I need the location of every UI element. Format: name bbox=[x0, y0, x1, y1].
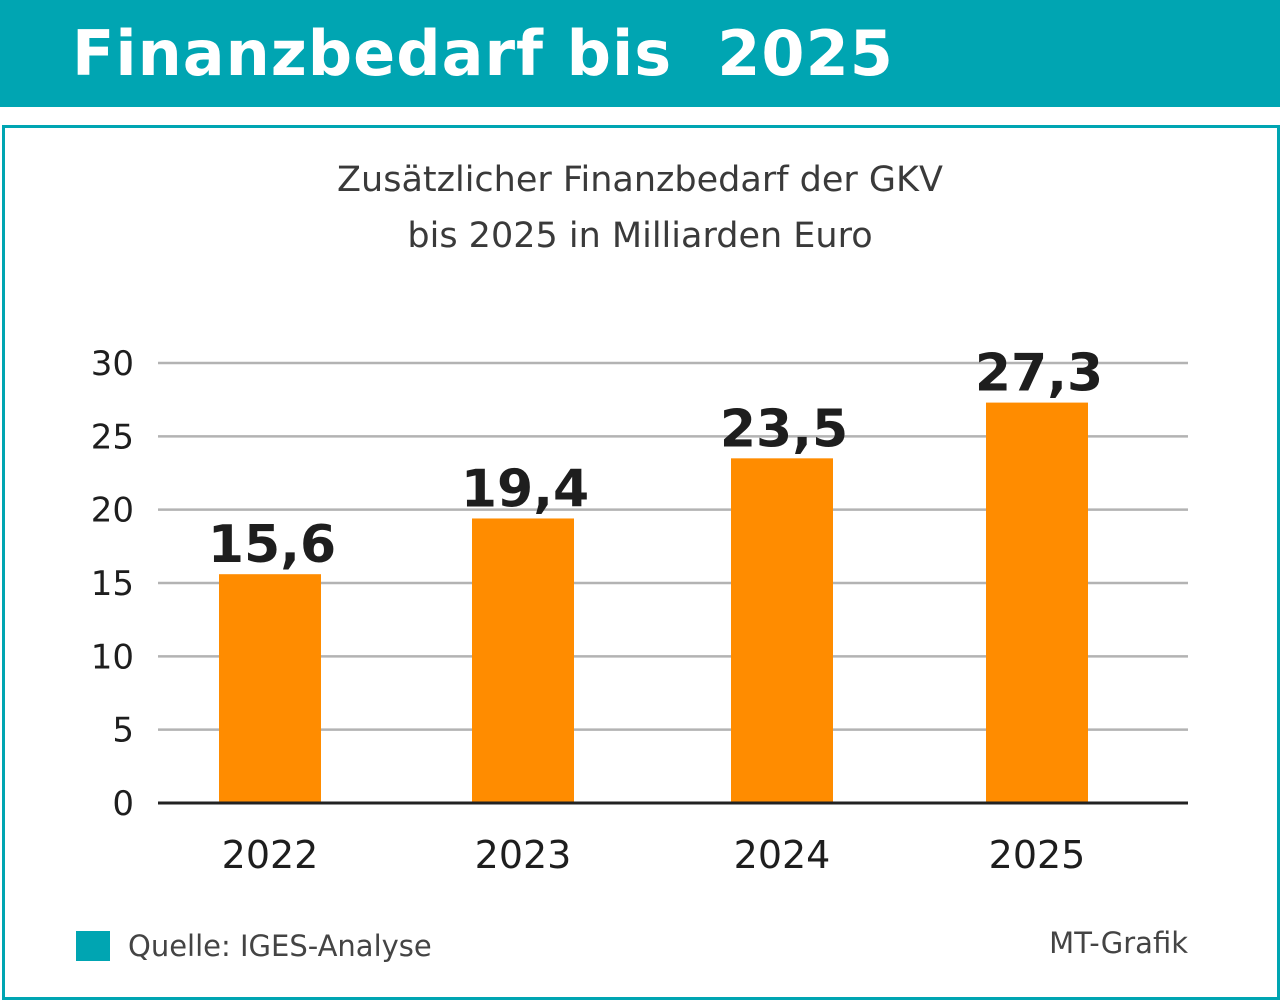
x-tick-label: 2023 bbox=[475, 833, 572, 877]
chart-heading: Zusätzlicher Finanzbedarf der GKV bis 20… bbox=[0, 152, 1280, 264]
credit-text: MT-Grafik bbox=[1049, 926, 1188, 960]
chart-subtitle: bis 2025 in Milliarden Euro bbox=[407, 216, 873, 256]
x-tick-label: 2025 bbox=[989, 833, 1086, 877]
header-bar: Finanzbedarf bis 2025 bbox=[0, 0, 1280, 107]
y-tick-label: 10 bbox=[91, 637, 134, 677]
y-tick-label: 5 bbox=[112, 711, 134, 751]
square-swatch-icon bbox=[76, 931, 110, 961]
data-label: 27,3 bbox=[975, 344, 1103, 404]
x-tick-label: 2024 bbox=[734, 833, 831, 877]
y-tick-label: 15 bbox=[91, 564, 134, 604]
source-note: Quelle: IGES-Analyse bbox=[76, 928, 432, 964]
y-tick-label: 30 bbox=[91, 344, 134, 384]
bar-2024 bbox=[731, 458, 833, 803]
chart-title: Zusätzlicher Finanzbedarf der GKV bbox=[337, 160, 943, 200]
y-tick-label: 0 bbox=[112, 784, 134, 824]
source-text: Quelle: IGES-Analyse bbox=[128, 929, 432, 963]
data-label: 15,6 bbox=[208, 515, 336, 575]
chart-frame bbox=[2, 125, 1280, 1000]
y-tick-label: 20 bbox=[91, 491, 134, 531]
data-label: 23,5 bbox=[720, 399, 848, 459]
data-label: 19,4 bbox=[461, 459, 589, 519]
bar-2022 bbox=[219, 574, 321, 803]
page-title: Finanzbedarf bis 2025 bbox=[72, 17, 894, 90]
bar-2025 bbox=[986, 402, 1088, 803]
y-tick-label: 25 bbox=[91, 417, 134, 457]
bar-2023 bbox=[472, 518, 574, 803]
x-tick-label: 2022 bbox=[222, 833, 319, 877]
